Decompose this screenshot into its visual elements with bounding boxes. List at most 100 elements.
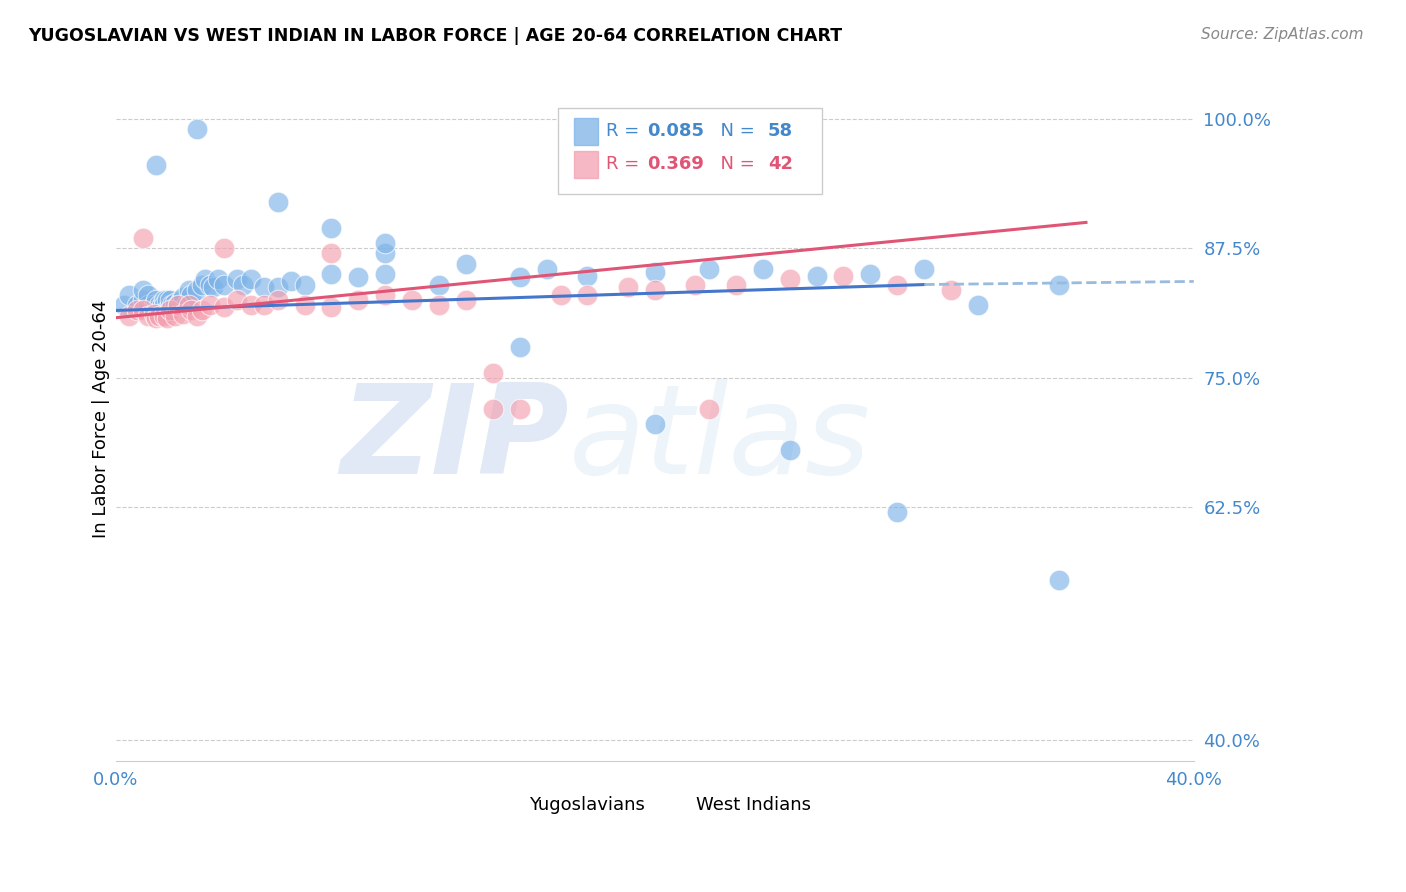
Point	[226, 293, 249, 307]
Point	[112, 298, 135, 312]
Point	[427, 277, 450, 292]
FancyBboxPatch shape	[499, 792, 522, 814]
Point	[509, 270, 531, 285]
Point	[321, 220, 343, 235]
Point	[253, 298, 276, 312]
Point	[212, 241, 235, 255]
Text: atlas: atlas	[568, 379, 870, 500]
Point	[321, 246, 343, 260]
Point	[127, 298, 149, 312]
Point	[159, 303, 181, 318]
Point	[374, 288, 396, 302]
Point	[162, 298, 184, 312]
Point	[159, 298, 181, 312]
Point	[156, 293, 179, 307]
Point	[232, 277, 254, 292]
Point	[456, 293, 478, 307]
FancyBboxPatch shape	[665, 792, 689, 814]
Point	[142, 307, 165, 321]
Point	[201, 279, 224, 293]
Point	[180, 303, 202, 318]
Point	[294, 277, 316, 292]
Point	[159, 293, 181, 307]
Point	[239, 272, 262, 286]
Text: ZIP: ZIP	[340, 379, 568, 500]
Point	[482, 401, 505, 416]
Point	[576, 288, 599, 302]
Text: 0.369: 0.369	[647, 155, 704, 173]
Point	[941, 283, 963, 297]
Point	[886, 505, 908, 519]
Point	[550, 288, 572, 302]
Point	[191, 303, 214, 318]
Point	[374, 246, 396, 260]
Point	[401, 293, 423, 307]
Point	[806, 269, 828, 284]
Point	[180, 288, 202, 302]
Text: R =: R =	[606, 122, 645, 140]
Point	[165, 296, 187, 310]
Point	[145, 293, 167, 307]
Point	[779, 272, 801, 286]
Point	[644, 417, 666, 432]
Point	[374, 236, 396, 251]
Point	[153, 293, 176, 307]
Point	[145, 303, 167, 318]
Point	[374, 267, 396, 281]
Point	[886, 277, 908, 292]
Point	[266, 279, 288, 293]
Text: R =: R =	[606, 155, 645, 173]
Text: YUGOSLAVIAN VS WEST INDIAN IN LABOR FORCE | AGE 20-64 CORRELATION CHART: YUGOSLAVIAN VS WEST INDIAN IN LABOR FORC…	[28, 27, 842, 45]
Point	[751, 262, 773, 277]
Point	[644, 265, 666, 279]
Point	[172, 307, 194, 321]
Point	[148, 309, 170, 323]
Point	[191, 277, 214, 292]
Point	[347, 270, 370, 285]
Point	[165, 301, 187, 315]
Point	[509, 340, 531, 354]
Point	[186, 122, 208, 136]
FancyBboxPatch shape	[574, 151, 598, 178]
Text: 0.085: 0.085	[647, 122, 704, 140]
Point	[145, 310, 167, 325]
Text: Source: ZipAtlas.com: Source: ZipAtlas.com	[1201, 27, 1364, 42]
Point	[132, 231, 155, 245]
Point	[697, 401, 720, 416]
Point	[536, 262, 558, 277]
Point	[644, 283, 666, 297]
Point	[153, 298, 176, 312]
Text: N =: N =	[709, 155, 761, 173]
Point	[832, 269, 855, 284]
Point	[132, 283, 155, 297]
Point	[132, 293, 155, 307]
FancyBboxPatch shape	[574, 118, 598, 145]
Point	[427, 298, 450, 312]
Point	[239, 298, 262, 312]
Point	[127, 303, 149, 318]
Text: Yugoslavians: Yugoslavians	[529, 797, 644, 814]
Point	[212, 301, 235, 315]
Point	[683, 277, 706, 292]
Point	[142, 298, 165, 312]
Text: West Indians: West Indians	[696, 797, 811, 814]
Point	[169, 293, 191, 307]
Point	[165, 309, 187, 323]
Point	[226, 272, 249, 286]
Point	[967, 298, 990, 312]
Text: 58: 58	[768, 122, 793, 140]
Point	[266, 194, 288, 209]
Point	[118, 309, 141, 323]
Point	[194, 272, 217, 286]
Point	[617, 279, 640, 293]
Point	[912, 262, 935, 277]
Point	[212, 277, 235, 292]
Point	[509, 401, 531, 416]
Point	[136, 288, 159, 302]
Point	[186, 309, 208, 323]
Point	[482, 366, 505, 380]
Point	[697, 262, 720, 277]
Text: N =: N =	[709, 122, 761, 140]
Point	[150, 298, 173, 312]
Point	[321, 267, 343, 281]
